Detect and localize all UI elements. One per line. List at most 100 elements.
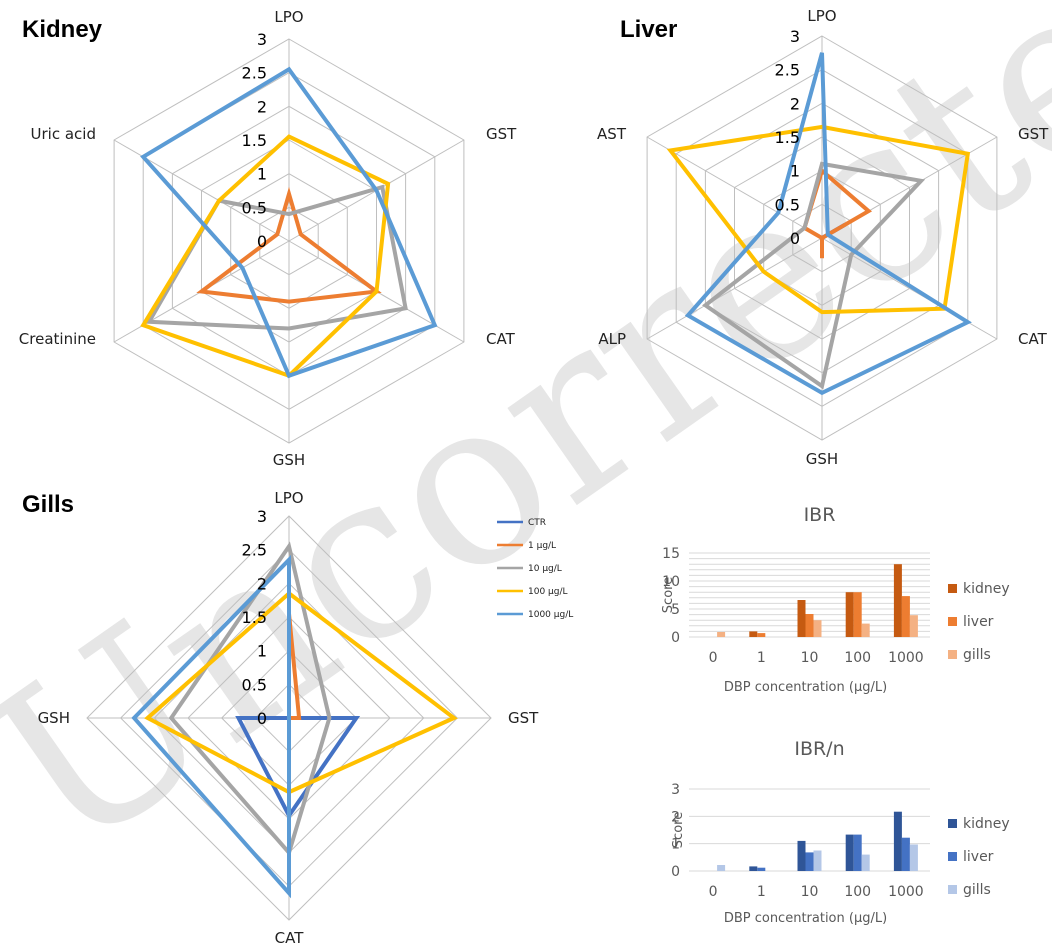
y-tick-label: 0 [671,630,680,646]
bar-gills [717,865,726,871]
legend-label: CTR [528,518,546,528]
axis-label: CAT [486,330,516,348]
grid-spoke [646,136,823,239]
y-tick-label: 10 [662,574,680,590]
bar-liver [901,596,910,637]
axis-label: LPO [274,8,303,26]
legend-label: 1000 µg/L [528,610,573,620]
axis-label: Uric acid [31,125,96,143]
tick-label: 2.5 [242,64,267,83]
radar-chart-liver: 0 0.5 1 1.5 2 2.5 3 LPO GST CAT GSH ALP AST Liver [597,7,1049,468]
x-tick-label: 0 [709,650,718,666]
radar-chart-gills: 0 0.5 1 1.5 2 2.5 3 LPO GST CAT GSH Gills [22,489,539,947]
legend-swatch [948,852,957,861]
bar-kidney [749,631,758,637]
panel-title: Liver [620,16,677,43]
y-axis-label: Score [671,812,686,848]
x-tick-label: 10 [801,650,819,666]
bar-liver [757,867,766,871]
legend-swatch [948,617,957,626]
legend-label: liver [963,614,994,630]
y-tick-label: 2 [671,809,680,825]
bar-kidney [893,564,902,637]
x-tick-label: 100 [844,650,871,666]
series-line-1000-g-l [684,52,972,396]
bar-kidney [797,600,806,637]
tick-label: 0 [790,229,800,248]
series-line-100-g-l [666,124,971,315]
tick-label: 1 [257,642,267,661]
bar-liver [805,852,814,871]
tick-label: 3 [257,30,267,49]
legend-label: 1 µg/L [528,541,556,551]
bar-liver [853,592,862,637]
axis-label: Creatinine [19,330,96,348]
tick-label: 3 [790,27,800,46]
tick-label: 1.5 [775,128,800,147]
y-tick-label: 1 [671,837,680,853]
tick-label: 0 [257,709,267,728]
bar-gills [813,850,822,871]
tick-label: 2.5 [775,61,800,80]
y-tick-label: 0 [671,864,680,880]
series-line-1-g-l [196,186,382,304]
bar-gills [861,854,870,871]
x-tick-label: 1000 [888,884,924,900]
bar-kidney [893,811,902,871]
bar-gills [813,620,822,637]
tick-label: 0.5 [242,675,267,694]
axis-label: LPO [807,7,836,25]
y-tick-label: 15 [662,546,680,562]
bar-gills [717,632,726,637]
bar-gills [909,844,918,871]
legend-swatch [948,885,957,894]
bar-liver [901,837,910,871]
y-tick-label: 5 [671,602,680,618]
tick-label: 1.5 [242,131,267,150]
axis-label: CAT [1018,330,1048,348]
x-axis-label: DBP concentration (µg/L) [724,911,887,926]
bar-kidney [797,840,806,871]
legend-swatch [948,584,957,593]
series-line-1000-g-l [140,66,438,379]
axis-label: ALP [598,330,626,348]
bar-gills [909,615,918,637]
panel-title: Gills [22,491,74,518]
series-legend: CTR 1 µg/L 10 µg/L 100 µg/L 1000 µg/L [497,518,573,620]
x-tick-label: 1000 [888,650,924,666]
axis-label: GST [486,125,517,143]
legend-label: 100 µg/L [528,587,568,597]
tick-label: 2 [257,574,267,593]
axis-label: GSH [806,450,838,468]
axis-label: GST [1018,125,1049,143]
bar-kidney [845,834,854,871]
axis-label: LPO [274,489,303,507]
tick-label: 0.5 [775,195,800,214]
bar-chart-title: IBR [804,504,836,526]
axis-label: GST [508,709,539,727]
tick-label: 2.5 [242,541,267,560]
axis-label: GSH [38,709,70,727]
grid-spoke [646,237,823,340]
axis-label: AST [597,125,627,143]
bar-liver [757,633,766,637]
panel-title: Kidney [22,16,103,43]
legend-label: gills [963,647,991,663]
tick-label: 0 [257,232,267,251]
x-axis-label: DBP concentration (µg/L) [724,680,887,695]
x-tick-label: 1 [757,884,766,900]
legend-swatch [948,819,957,828]
bar-liver [853,834,862,871]
x-tick-label: 100 [844,884,871,900]
tick-label: 0.5 [242,198,267,217]
series-line-1000-g-l [131,554,291,899]
y-tick-label: 3 [671,782,680,798]
series-line-10-g-l [702,161,926,390]
tick-label: 2 [790,94,800,113]
legend-swatch [948,650,957,659]
axis-label: CAT [275,929,305,947]
tick-label: 1 [257,165,267,184]
bar-liver [805,614,814,637]
